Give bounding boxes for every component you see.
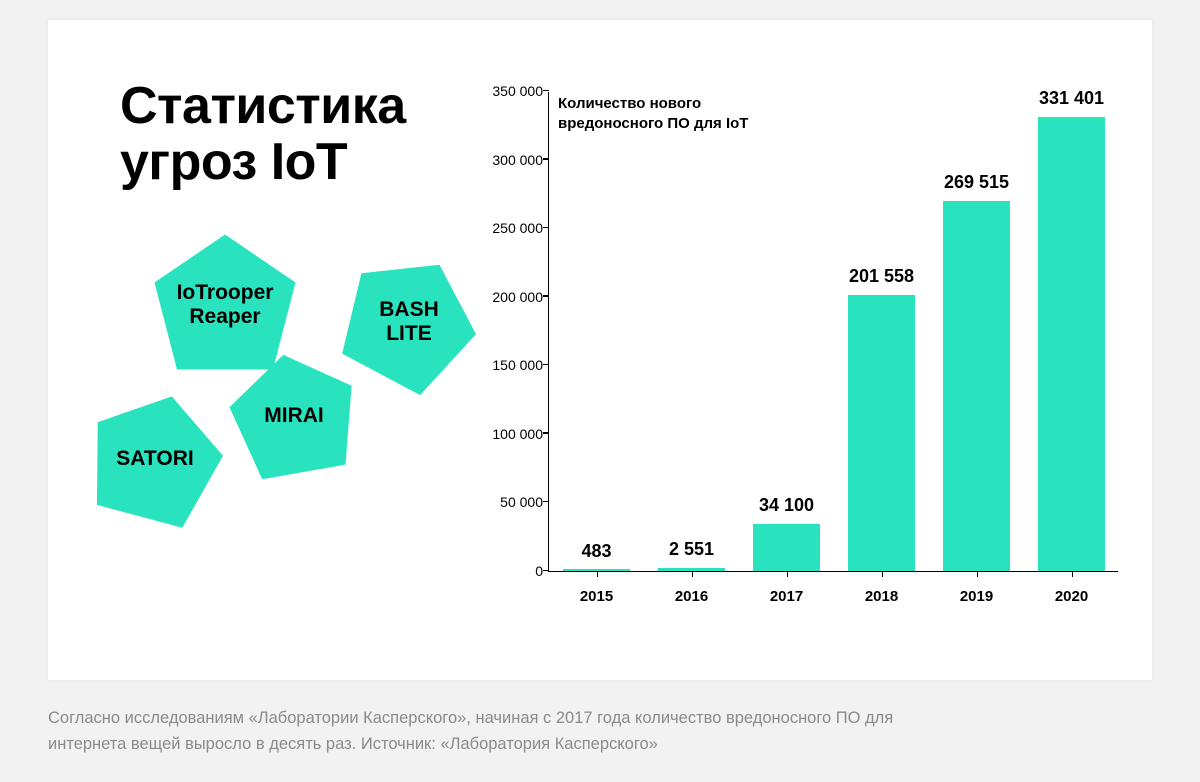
x-tick-label: 2020 [1055,588,1088,605]
bar [848,295,915,571]
y-tick-label: 250 000 [485,220,543,236]
x-tick-mark [882,571,884,577]
y-tick-label: 0 [485,563,543,579]
main-title: Статистикаугроз IoT [120,78,406,190]
bar [753,524,820,571]
x-tick-label: 2015 [580,588,613,605]
threat-hexagons: IoTrooperReaperBASHLITEMIRAISATORI [78,215,498,565]
chart-title: Количество нового вредоносного ПО для Io… [558,94,788,135]
y-tick-mark [543,432,549,434]
x-tick-label: 2017 [770,588,803,605]
y-tick-label: 300 000 [485,152,543,168]
y-tick-mark [543,227,549,229]
y-tick-label: 50 000 [485,494,543,510]
bar-value-label: 34 100 [759,495,814,516]
chart-plot-area: 050 000100 000150 000200 000250 000300 0… [548,92,1118,572]
malware-bar-chart: Количество нового вредоносного ПО для Io… [488,72,1128,632]
y-tick-mark [543,570,549,572]
y-tick-mark [543,295,549,297]
x-tick-label: 2016 [675,588,708,605]
bar [943,201,1010,571]
threat-chip: BASHLITE [340,253,478,391]
y-tick-label: 200 000 [485,289,543,305]
bar-value-label: 331 401 [1039,88,1104,109]
x-tick-mark [977,571,979,577]
threat-chip: MIRAI [228,350,360,482]
caption-text: Согласно исследованиям «Лаборатории Касп… [48,706,948,757]
y-tick-label: 150 000 [485,357,543,373]
y-tick-mark [543,501,549,503]
y-tick-label: 100 000 [485,426,543,442]
y-tick-mark [543,90,549,92]
x-tick-mark [692,571,694,577]
y-tick-mark [543,364,549,366]
x-tick-mark [597,571,599,577]
x-tick-mark [787,571,789,577]
bar-value-label: 269 515 [944,172,1009,193]
bar-value-label: 483 [581,541,611,562]
threat-chip: SATORI [86,390,224,528]
x-tick-label: 2019 [960,588,993,605]
y-tick-label: 350 000 [485,83,543,99]
x-tick-label: 2018 [865,588,898,605]
bar-value-label: 2 551 [669,539,714,560]
infographic-card: Статистикаугроз IoT IoTrooperReaperBASHL… [48,20,1152,680]
bar-value-label: 201 558 [849,266,914,287]
y-tick-mark [543,158,549,160]
bar [1038,117,1105,571]
x-tick-mark [1072,571,1074,577]
